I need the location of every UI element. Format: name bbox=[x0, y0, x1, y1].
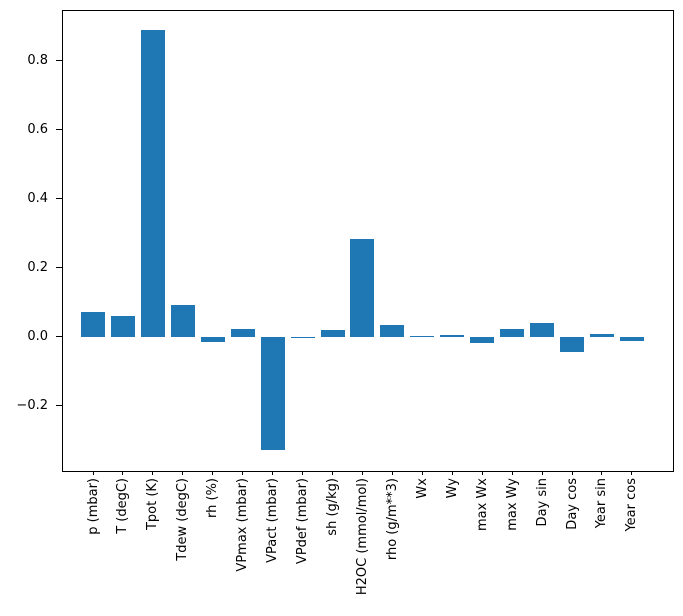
x-tick-mark-h2oc-mmol-mol bbox=[361, 471, 363, 475]
bar-year-sin bbox=[589, 334, 614, 337]
bar-t-degc bbox=[110, 316, 135, 337]
bar-year-cos bbox=[619, 336, 644, 342]
x-tick-mark-max-wx bbox=[481, 471, 483, 475]
bar-vpmax-mbar bbox=[230, 329, 255, 337]
x-tick-label-rh: rh (%) bbox=[205, 478, 221, 518]
bar-p-mbar bbox=[81, 311, 105, 337]
x-tick-label-vpdef-mbar: VPdef (mbar) bbox=[295, 478, 311, 565]
x-tick-mark-tdew-degc bbox=[182, 471, 184, 475]
y-tick-mark-0.6 bbox=[56, 128, 62, 130]
x-tick-label-max-wx: max Wx bbox=[474, 478, 490, 532]
y-tick-label-0.4: 0.4 bbox=[27, 190, 48, 206]
y-tick-label-0: 0.0 bbox=[27, 329, 48, 345]
x-tick-mark-p-mbar bbox=[92, 471, 94, 475]
bar-vpdef-mbar bbox=[290, 336, 315, 339]
y-tick-mark-0.8 bbox=[56, 59, 62, 61]
bar-tdew-degc bbox=[170, 304, 195, 337]
x-tick-label-p-mbar: p (mbar) bbox=[85, 478, 101, 535]
y-tick-label--0.2: −0.2 bbox=[16, 398, 48, 414]
x-tick-label-sh-g-kg: sh (g/kg) bbox=[325, 478, 341, 536]
x-tick-label-t-degc: T (degC) bbox=[115, 478, 131, 534]
x-tick-mark-year-cos bbox=[631, 471, 633, 475]
y-tick-mark-0 bbox=[56, 336, 62, 338]
x-tick-label-year-cos: Year cos bbox=[624, 478, 640, 532]
y-tick-mark--0.2 bbox=[56, 405, 62, 407]
x-tick-mark-rho-g-m-3 bbox=[391, 471, 393, 475]
x-tick-label-tpot-k: Tpot (K) bbox=[145, 478, 161, 531]
x-tick-label-year-sin: Year sin bbox=[594, 478, 610, 529]
y-tick-label-0.8: 0.8 bbox=[27, 52, 48, 68]
x-tick-mark-wx bbox=[421, 471, 423, 475]
x-tick-mark-tpot-k bbox=[152, 471, 154, 475]
bar-max-wy bbox=[500, 328, 525, 337]
bar-h2oc-mmol-mol bbox=[350, 239, 375, 337]
bar-day-cos bbox=[560, 336, 585, 353]
x-tick-label-h2oc-mmol-mol: H2OC (mmol/mol) bbox=[354, 478, 370, 596]
bar-day-sin bbox=[530, 322, 555, 337]
y-tick-mark-0.2 bbox=[56, 267, 62, 269]
bar-sh-g-kg bbox=[320, 329, 345, 337]
x-tick-mark-vpmax-mbar bbox=[242, 471, 244, 475]
x-tick-mark-wy bbox=[451, 471, 453, 475]
x-tick-label-day-sin: Day sin bbox=[534, 478, 550, 527]
x-tick-label-vpact-mbar: VPact (mbar) bbox=[265, 478, 281, 563]
x-tick-label-day-cos: Day cos bbox=[564, 478, 580, 530]
x-tick-label-wx: Wx bbox=[414, 478, 430, 499]
bar-tpot-k bbox=[140, 29, 165, 337]
x-tick-mark-rh bbox=[212, 471, 214, 475]
y-tick-label-0.2: 0.2 bbox=[27, 260, 48, 276]
x-tick-label-vpmax-mbar: VPmax (mbar) bbox=[235, 478, 251, 572]
bar-max-wx bbox=[470, 336, 495, 344]
x-tick-label-wy: Wy bbox=[444, 478, 460, 499]
x-tick-mark-t-degc bbox=[122, 471, 124, 475]
x-tick-mark-max-wy bbox=[511, 471, 513, 475]
x-tick-mark-vpact-mbar bbox=[272, 471, 274, 475]
x-tick-mark-sh-g-kg bbox=[332, 471, 334, 475]
x-tick-mark-day-cos bbox=[571, 471, 573, 475]
y-tick-label-0.6: 0.6 bbox=[27, 121, 48, 137]
x-tick-mark-vpdef-mbar bbox=[302, 471, 304, 475]
y-tick-mark-0.4 bbox=[56, 197, 62, 199]
bar-rh bbox=[200, 336, 225, 342]
bar-vpact-mbar bbox=[260, 336, 285, 450]
x-tick-mark-year-sin bbox=[601, 471, 603, 475]
bar-wy bbox=[440, 335, 465, 337]
x-tick-label-tdew-degc: Tdew (degC) bbox=[175, 478, 191, 561]
x-tick-label-rho-g-m-3: rho (g/m**3) bbox=[384, 478, 400, 561]
x-tick-mark-day-sin bbox=[541, 471, 543, 475]
x-tick-label-max-wy: max Wy bbox=[504, 478, 520, 531]
bar-rho-g-m-3 bbox=[380, 324, 405, 337]
